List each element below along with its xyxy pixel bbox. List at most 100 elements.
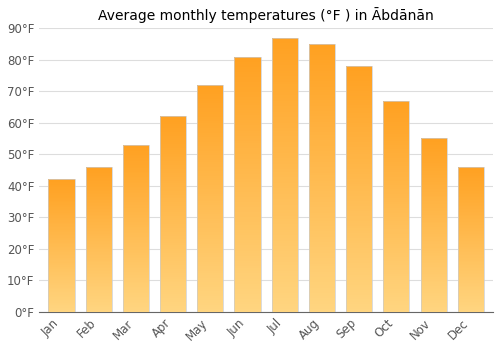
Bar xyxy=(346,309,372,312)
Bar xyxy=(272,147,297,150)
Bar xyxy=(346,88,372,91)
Bar xyxy=(272,249,297,251)
Bar xyxy=(420,251,446,253)
Bar xyxy=(198,266,224,269)
Bar xyxy=(86,225,112,226)
Bar xyxy=(86,203,112,204)
Bar xyxy=(123,203,149,205)
Bar xyxy=(272,306,297,309)
Bar xyxy=(234,59,260,62)
Bar xyxy=(160,298,186,300)
Bar xyxy=(48,203,74,205)
Bar xyxy=(309,213,335,215)
Bar xyxy=(384,109,409,111)
Bar xyxy=(234,217,260,220)
Bar xyxy=(272,293,297,295)
Bar xyxy=(420,183,446,185)
Bar xyxy=(160,144,186,146)
Bar xyxy=(346,105,372,108)
Bar xyxy=(234,273,260,276)
Bar xyxy=(86,222,112,223)
Bar xyxy=(272,57,297,60)
Bar xyxy=(272,298,297,301)
Bar xyxy=(160,290,186,292)
Bar xyxy=(458,257,484,258)
Bar xyxy=(458,171,484,173)
Bar xyxy=(86,212,112,213)
Bar xyxy=(420,277,446,279)
Bar xyxy=(198,137,224,139)
Bar xyxy=(420,308,446,310)
Bar xyxy=(384,234,409,236)
Bar xyxy=(86,245,112,246)
Bar xyxy=(384,208,409,210)
Bar xyxy=(198,139,224,142)
Bar xyxy=(86,176,112,177)
Bar xyxy=(160,228,186,230)
Bar xyxy=(160,177,186,179)
Bar xyxy=(48,205,74,206)
Bar xyxy=(86,167,112,312)
Bar xyxy=(48,255,74,256)
Bar xyxy=(272,54,297,57)
Bar xyxy=(234,296,260,299)
Bar xyxy=(234,169,260,172)
Bar xyxy=(234,146,260,148)
Bar xyxy=(160,181,186,183)
Bar xyxy=(86,171,112,173)
Bar xyxy=(420,144,446,146)
Bar xyxy=(458,210,484,212)
Bar xyxy=(234,258,260,261)
Bar xyxy=(198,278,224,280)
Bar xyxy=(198,189,224,191)
Bar xyxy=(198,167,224,169)
Bar xyxy=(309,183,335,186)
Bar xyxy=(123,263,149,265)
Bar xyxy=(458,233,484,235)
Bar xyxy=(123,247,149,248)
Bar xyxy=(123,277,149,278)
Bar xyxy=(48,235,74,236)
Bar xyxy=(198,239,224,241)
Bar xyxy=(272,120,297,122)
Bar xyxy=(458,286,484,287)
Bar xyxy=(198,228,224,230)
Bar xyxy=(458,235,484,236)
Bar xyxy=(86,284,112,286)
Bar xyxy=(160,224,186,226)
Bar xyxy=(346,98,372,100)
Bar xyxy=(384,219,409,221)
Bar xyxy=(198,237,224,239)
Bar xyxy=(123,255,149,257)
Bar xyxy=(309,178,335,181)
Bar xyxy=(420,142,446,144)
Bar xyxy=(234,103,260,105)
Bar xyxy=(309,218,335,221)
Bar xyxy=(384,303,409,306)
Bar xyxy=(384,141,409,143)
Bar xyxy=(346,91,372,93)
Bar xyxy=(384,221,409,223)
Bar xyxy=(420,268,446,270)
Bar xyxy=(48,310,74,312)
Bar xyxy=(384,177,409,179)
Bar xyxy=(86,264,112,265)
Bar xyxy=(384,149,409,151)
Bar xyxy=(458,239,484,241)
Bar xyxy=(198,287,224,289)
Bar xyxy=(458,222,484,223)
Bar xyxy=(86,174,112,176)
Bar xyxy=(198,282,224,285)
Bar xyxy=(420,260,446,261)
Bar xyxy=(198,144,224,146)
Bar xyxy=(234,243,260,245)
Bar xyxy=(309,221,335,223)
Bar xyxy=(86,167,112,168)
Bar xyxy=(420,287,446,289)
Bar xyxy=(272,309,297,312)
Bar xyxy=(272,68,297,71)
Bar xyxy=(272,282,297,284)
Bar xyxy=(234,62,260,64)
Bar xyxy=(234,202,260,205)
Bar xyxy=(48,247,74,248)
